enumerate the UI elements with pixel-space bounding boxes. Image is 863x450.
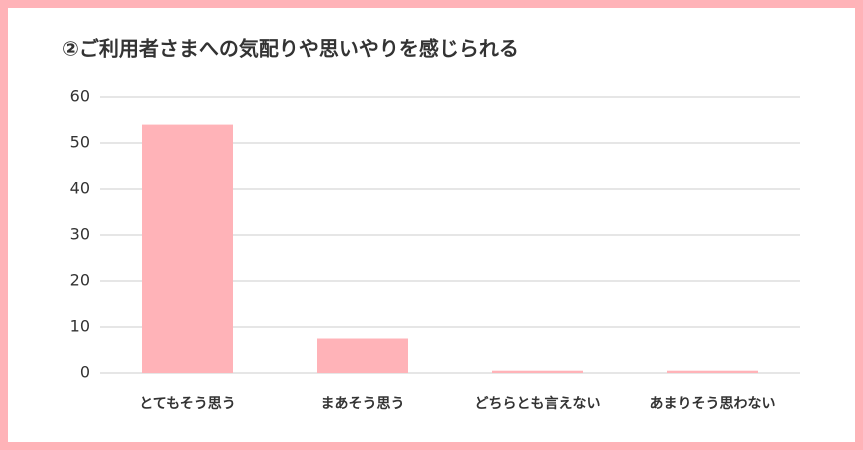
x-tick-label: あまりそう思わない xyxy=(650,396,776,412)
bar xyxy=(142,124,233,373)
y-tick-label: 60 xyxy=(70,87,90,106)
bar xyxy=(492,370,583,373)
y-tick-label: 40 xyxy=(70,179,90,198)
x-tick-label: まあそう思う xyxy=(321,396,405,412)
y-tick-label: 0 xyxy=(80,363,90,382)
x-tick-label: どちらとも言えない xyxy=(475,395,601,412)
bar xyxy=(667,370,758,373)
y-tick-label: 20 xyxy=(70,271,90,290)
y-tick-label: 10 xyxy=(70,317,90,336)
y-tick-label: 50 xyxy=(70,133,90,152)
x-tick-label: とてもそう思う xyxy=(139,396,236,412)
bar xyxy=(317,338,408,373)
chart-title: ②ご利用者さまへの気配りや思いやりを感じられる xyxy=(62,37,519,61)
y-tick-label: 30 xyxy=(70,225,90,244)
